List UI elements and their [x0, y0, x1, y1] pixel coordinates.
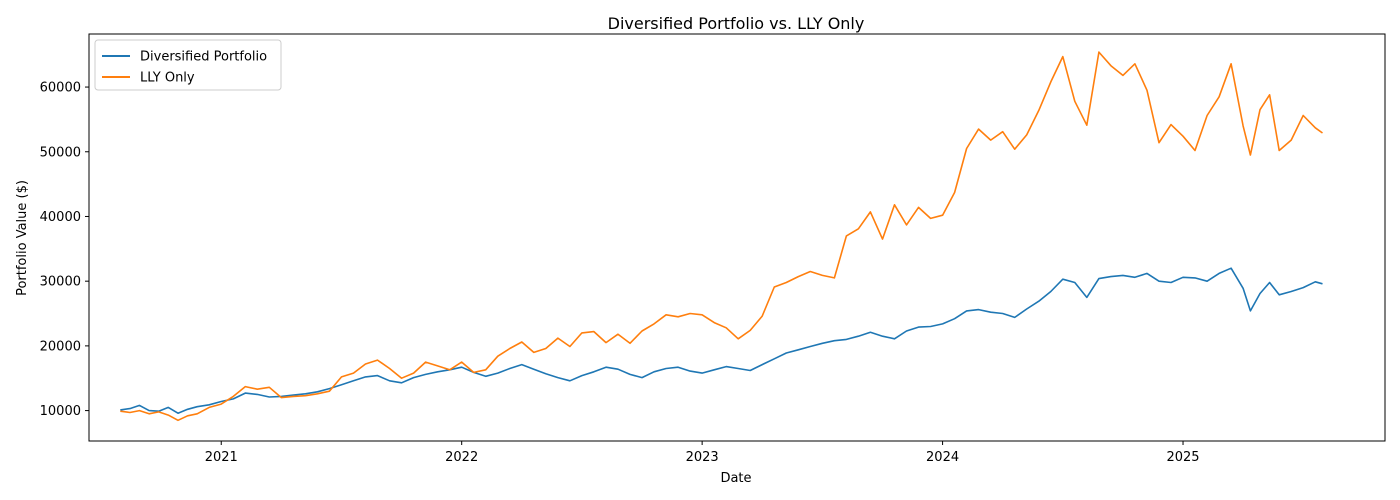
x-tick-label: 2022 [445, 450, 478, 465]
y-tick-label: 50000 [40, 145, 81, 160]
y-axis-title: Portfolio Value ($) [15, 180, 30, 296]
y-tick-label: 20000 [40, 339, 81, 354]
x-tick-label: 2021 [205, 450, 238, 465]
legend-label-lly: LLY Only [140, 71, 195, 86]
series-line-lly [120, 51, 1323, 422]
y-tick-label: 10000 [40, 404, 81, 419]
series-layer [120, 51, 1323, 422]
x-tick-label: 2023 [686, 450, 719, 465]
x-axis-ticks: 2021 2022 2023 2024 2025 [205, 441, 1200, 465]
chart-title: Diversified Portfolio vs. LLY Only [608, 14, 865, 33]
x-axis-title: Date [720, 471, 751, 486]
y-tick-label: 60000 [40, 81, 81, 96]
plot-area-frame [88, 33, 1386, 442]
legend-label-diversified: Diversified Portfolio [140, 50, 267, 65]
x-tick-label: 2025 [1166, 450, 1199, 465]
series-line-diversified [120, 267, 1323, 415]
y-axis-ticks: 10000 20000 30000 40000 50000 60000 [40, 81, 89, 419]
legend-box [94, 39, 282, 91]
y-tick-label: 30000 [40, 275, 81, 290]
legend: Diversified Portfolio LLY Only [94, 39, 282, 91]
y-tick-label: 40000 [40, 210, 81, 225]
x-tick-label: 2024 [926, 450, 959, 465]
